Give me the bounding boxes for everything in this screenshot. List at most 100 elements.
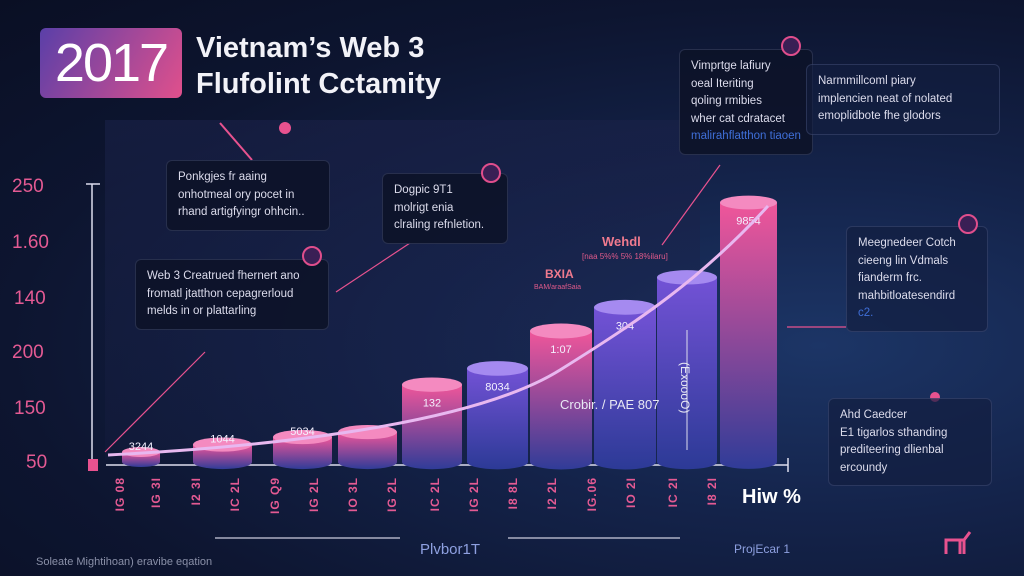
callout-line: Vimprtge lafiury <box>691 60 771 72</box>
annotation-bxia-sub: BAM/araafSaia <box>534 284 582 291</box>
bar-top <box>467 361 528 376</box>
bar-label: 3244 <box>129 441 153 453</box>
callout-line: prediteering dlienbal <box>840 444 944 456</box>
callout-4: Vimprtge lafiury oeal Iteriting qoling r… <box>679 49 813 155</box>
wallet-icon <box>781 36 801 56</box>
bar <box>273 437 332 470</box>
puzzle-icon <box>302 246 322 266</box>
callout-line: oeal Iteriting <box>691 77 754 90</box>
callout-line: Meegnedeer Cotch <box>858 237 956 249</box>
trend-curve <box>107 204 770 457</box>
callout-line: fianderm frc. <box>858 272 922 284</box>
bar-top <box>402 377 462 392</box>
callout-line: onhotmeal ory pocet in <box>178 188 295 201</box>
x-tick: IG Q9 <box>268 477 282 515</box>
callout-link[interactable]: c2. <box>858 307 874 319</box>
y-tick: 140 <box>14 288 46 309</box>
y-tick: 50 <box>26 452 48 473</box>
x-tick: I8 8L <box>506 477 520 510</box>
y-tick: 1.60 <box>12 232 49 253</box>
x-tick: IG 3I <box>149 477 163 509</box>
bar <box>594 307 656 470</box>
callout-line: rhand artigfyingr ohhcin.. <box>178 206 305 218</box>
project-label: ProjEcar 1 <box>734 542 791 556</box>
bar <box>193 444 252 470</box>
callout-line: wher cat cdratacet <box>691 112 785 125</box>
bar-top <box>720 195 777 210</box>
annotation-webhl-sub: [naa 5%% 5% 18%ilaru] <box>582 252 668 261</box>
annotation-bxia: BXIA <box>545 267 574 281</box>
callout-line: melds in or plattarling <box>147 305 257 317</box>
x-tick: I2 2L <box>545 477 559 510</box>
bar-label: 1:07 <box>550 344 571 356</box>
callout-line: mahbitloatesendird <box>858 289 956 302</box>
logo-icon <box>944 530 974 556</box>
callout-7: Ahd Caedcer E1 tigarlos sthanding predit… <box>828 398 992 486</box>
x-tick: IC 2I <box>666 477 680 508</box>
footer-text: Soleate Mightihoan) eravibe eqation <box>36 556 213 568</box>
bracket-label: Plvbor1T <box>420 541 481 558</box>
callout-line: qoling rmibies <box>691 95 762 107</box>
callout-line: Ahd Caedcer <box>840 409 908 421</box>
callout-line: molrigt enia <box>394 201 454 214</box>
callout-link[interactable]: malirahflatthon tiaoen <box>691 130 801 142</box>
annotation-vertical: (ExoooO) <box>678 362 692 414</box>
x-tick: IO 3L <box>346 477 360 513</box>
bar-label: 5034 <box>290 426 314 438</box>
callout-line: clraling refnletion. <box>394 219 485 231</box>
x-tick: I8 2I <box>705 477 719 506</box>
annotation-crobir: Crobir. / PAE 807 <box>560 397 660 412</box>
pencil-tip-icon <box>279 122 291 134</box>
x-tick: IG.06 <box>585 477 599 512</box>
callout-line: Narmmillcoml piary <box>818 75 916 87</box>
callout-3: Web 3 Creatrued fhernert ano fromatl jta… <box>135 259 329 330</box>
callout-line: implencien neat of nolated <box>818 92 953 105</box>
y-tick: 200 <box>12 342 44 363</box>
x-tick: IC 2L <box>428 477 442 512</box>
connector-line <box>335 242 411 293</box>
bar-top <box>657 270 717 285</box>
callout-1: Ponkgjes fr aaing onhotmeal ory pocet in… <box>166 160 330 231</box>
callout-2: Dogpic 9T1 molrigt enia clraling refnlet… <box>382 173 508 244</box>
annotation-webhl: Wehdl <box>602 234 641 249</box>
axis-origin-marker <box>88 459 98 471</box>
x-tick: IG 2L <box>307 477 321 513</box>
bar-top <box>594 299 656 315</box>
bar <box>530 331 592 470</box>
bar-top <box>338 424 397 440</box>
connector-line <box>661 164 721 246</box>
pencil-icon <box>219 122 253 161</box>
bar <box>402 384 462 470</box>
x-tick: IG 2L <box>467 477 481 513</box>
title-line-1: Vietnam’s Web 3 <box>196 32 425 64</box>
bar <box>720 202 777 469</box>
callout-line: emoplidbote fhe glodors <box>818 110 941 122</box>
info-icon <box>481 163 501 183</box>
x-tick: IG 08 <box>113 477 127 512</box>
bar-top <box>530 323 592 339</box>
bar-label: 1044 <box>210 434 234 446</box>
y-tick: 250 <box>12 176 44 197</box>
y-tick: 150 <box>14 398 46 419</box>
bar <box>338 432 397 470</box>
callout-line: Dogpic 9T1 <box>394 184 453 196</box>
x-tick: IG 2L <box>385 477 399 513</box>
title-line-2: Flufolint Cctamity <box>196 68 441 100</box>
callout-6: Meegnedeer Cotch cieeng lin Vdmals fiand… <box>846 226 988 332</box>
callout-5: Narmmillcoml piary implencien neat of no… <box>806 64 1000 135</box>
bar-label: 8034 <box>485 381 509 393</box>
annotation-hiw: Hiw % <box>742 486 801 508</box>
callout-line: E1 tigarlos sthanding <box>840 426 948 439</box>
year-badge: 2017 <box>40 28 182 98</box>
x-tick: IO 2I <box>624 477 638 509</box>
callout-line: ercoundy <box>840 461 888 474</box>
x-tick: IC 2L <box>228 477 242 512</box>
callout-line: Ponkgjes fr aaing <box>178 171 267 183</box>
bar-label: 132 <box>423 398 441 410</box>
callout-line: fromatl jtatthon cepagrerloud <box>147 287 294 300</box>
page-title: Vietnam’s Web 3 Flufolint Cctamity <box>196 30 441 102</box>
chart-icon <box>958 214 978 234</box>
callout-line: Web 3 Creatrued fhernert ano <box>147 270 300 282</box>
x-tick: I2 3I <box>189 477 203 506</box>
callout-line: cieeng lin Vdmals <box>858 254 949 267</box>
